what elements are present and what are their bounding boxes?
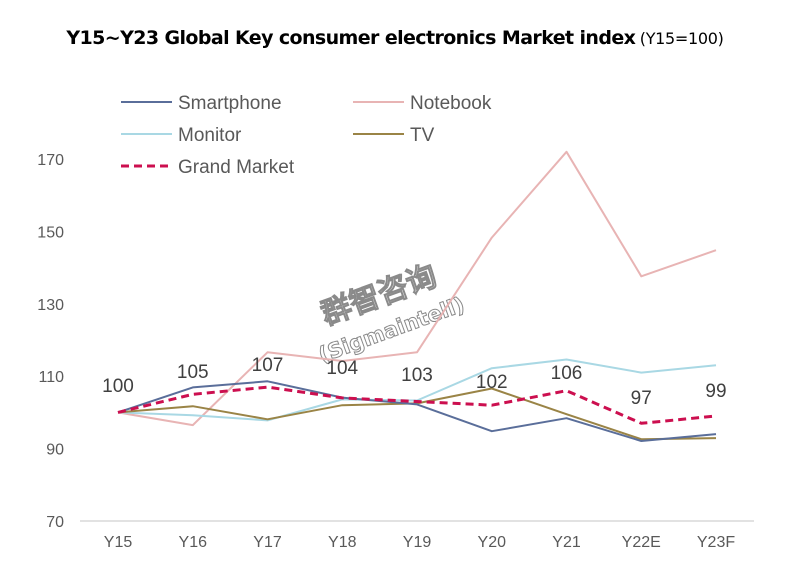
chart-title-main: Y15~Y23 Global Key consumer electronics … — [66, 27, 636, 49]
legend-item-notebook: Notebook — [353, 93, 492, 114]
legend-label-grand-market: Grand Market — [178, 157, 295, 178]
y-axis-ticks: 70 90 110 130 150 170 — [37, 152, 64, 531]
x-tick-label-y20: Y20 — [478, 534, 507, 551]
legend-label-smartphone: Smartphone — [178, 93, 282, 114]
data-label-y15: 100 — [102, 376, 134, 397]
legend-label-notebook: Notebook — [410, 93, 492, 114]
legend-item-smartphone: Smartphone — [121, 93, 282, 114]
data-label-y21: 106 — [551, 363, 583, 384]
data-label-y20: 102 — [476, 372, 508, 393]
series-line-grand-market — [117, 385, 717, 425]
y-tick-label-150: 150 — [37, 224, 64, 241]
data-label-y19: 103 — [401, 365, 433, 386]
y-tick-label-110: 110 — [38, 369, 64, 386]
x-tick-label-y16: Y16 — [179, 534, 208, 551]
series-line-notebook — [117, 150, 717, 427]
series-lines — [117, 150, 717, 442]
x-axis-ticks: Y15 Y16 Y17 Y18 Y19 Y20 Y21 Y22E Y23F — [104, 534, 736, 551]
legend-item-tv: TV — [353, 125, 435, 146]
legend-label-tv: TV — [410, 125, 435, 146]
x-tick-label-y21: Y21 — [552, 534, 581, 551]
data-label-y17: 107 — [252, 355, 284, 376]
x-tick-label-y18: Y18 — [328, 534, 357, 551]
y-tick-label-90: 90 — [46, 442, 64, 459]
legend-label-monitor: Monitor — [178, 125, 242, 146]
x-tick-label-y17: Y17 — [253, 534, 282, 551]
data-label-y23f: 99 — [705, 381, 726, 402]
chart-title: Y15~Y23 Global Key consumer electronics … — [0, 27, 790, 49]
chart-subtitle: (Y15=100) — [639, 29, 724, 48]
x-tick-label-y15: Y15 — [104, 534, 133, 551]
legend-item-grand-market: Grand Market — [121, 157, 295, 178]
data-labels: 100 105 107 104 103 102 106 97 99 — [102, 355, 726, 409]
x-tick-label-y22e: Y22E — [622, 534, 661, 551]
data-label-y18: 104 — [326, 358, 358, 379]
legend: Smartphone Notebook Monitor TV Grand Market — [121, 93, 492, 178]
watermark: 群智咨询 (Sigmaintell) — [315, 258, 468, 368]
data-label-y16: 105 — [177, 362, 209, 383]
y-tick-label-70: 70 — [46, 514, 64, 531]
x-tick-label-y23f: Y23F — [697, 534, 735, 551]
legend-item-monitor: Monitor — [121, 125, 242, 146]
x-tick-label-y19: Y19 — [403, 534, 432, 551]
y-tick-label-170: 170 — [37, 152, 64, 169]
series-line-smartphone — [117, 380, 717, 442]
data-label-y22e: 97 — [631, 388, 652, 409]
y-tick-label-130: 130 — [37, 297, 64, 314]
series-line-tv — [117, 387, 717, 441]
